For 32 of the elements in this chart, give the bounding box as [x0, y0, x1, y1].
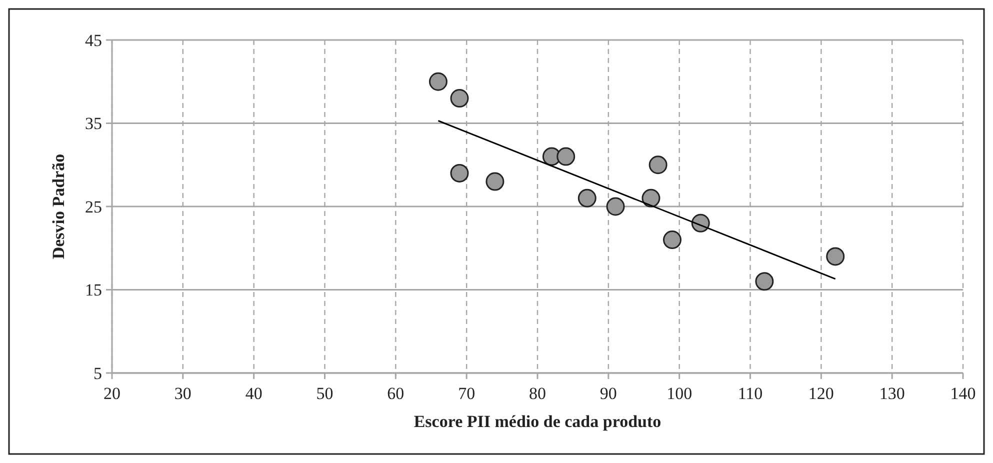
point [755, 272, 774, 291]
y-tick-label: 15 [85, 280, 102, 300]
point [826, 247, 845, 266]
point [428, 72, 448, 91]
x-tick-label: 50 [316, 384, 334, 403]
x-tick-label: 140 [950, 384, 976, 403]
point [648, 156, 668, 174]
point [450, 89, 469, 108]
x-tick-label: 30 [174, 384, 192, 403]
point [486, 172, 504, 191]
y-axis-title: Desvio Padrão [49, 154, 68, 260]
point [642, 188, 660, 208]
x-tick-label: 100 [666, 384, 692, 403]
y-tick-label: 35 [85, 114, 102, 134]
x-tick-label: 110 [738, 384, 763, 403]
point [662, 230, 682, 250]
x-tick-label: 60 [387, 384, 404, 403]
y-tick-label: 5 [94, 364, 102, 383]
point [578, 188, 596, 208]
x-tick-label: 130 [879, 384, 905, 403]
x-tick-label: 40 [245, 384, 262, 403]
x-axis-title: Escore PII médio de cada produto [414, 412, 662, 431]
x-tick-label: 70 [458, 384, 476, 403]
point [556, 147, 576, 166]
y-tick-label: 25 [85, 197, 102, 216]
x-tick-label: 120 [808, 384, 834, 403]
y-tick-label: 45 [85, 30, 102, 50]
point [606, 197, 625, 216]
x-tick-label: 80 [529, 384, 546, 403]
point [450, 164, 469, 182]
x-tick-label: 20 [104, 384, 120, 403]
x-tick-label: 90 [600, 384, 617, 403]
